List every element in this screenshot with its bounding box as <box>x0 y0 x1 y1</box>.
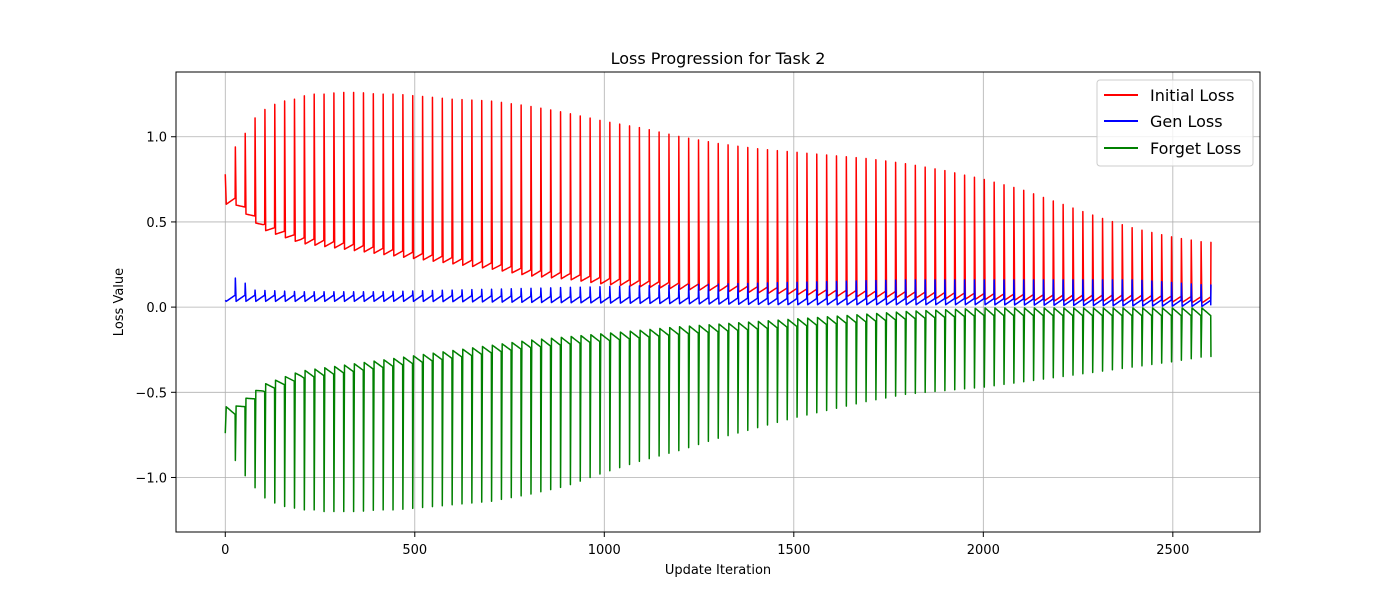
x-tick-label: 2000 <box>967 543 1000 558</box>
legend-label-forget-loss: Forget Loss <box>1150 139 1241 158</box>
x-tick-label: 0 <box>221 543 229 558</box>
y-axis-ticks: −1.0 −0.5 0.0 0.5 1.0 <box>135 131 176 486</box>
x-axis-title: Update Iteration <box>665 563 771 578</box>
y-tick-label: −0.5 <box>135 386 167 401</box>
x-tick-label: 500 <box>402 543 427 558</box>
series-line-gen-loss <box>224 277 1212 308</box>
plot-area <box>224 91 1212 513</box>
plot-frame <box>175 71 1261 533</box>
y-tick-label: 0.0 <box>146 301 167 316</box>
legend-label-gen-loss: Gen Loss <box>1150 112 1223 131</box>
y-tick-label: 1.0 <box>146 131 167 146</box>
chart-title: Loss Progression for Task 2 <box>611 49 826 68</box>
y-tick-label: −1.0 <box>135 471 167 486</box>
legend-label-initial-loss: Initial Loss <box>1150 86 1234 105</box>
x-axis-ticks: 0 500 1000 1500 2000 2500 <box>221 532 1189 558</box>
y-tick-label: 0.5 <box>146 216 167 231</box>
x-tick-label: 2500 <box>1156 543 1189 558</box>
series-line-initial-loss <box>224 91 1212 304</box>
y-axis-title: Loss Value <box>112 268 127 336</box>
x-tick-label: 1500 <box>777 543 810 558</box>
legend-box <box>1096 79 1254 167</box>
legend: Initial Loss Gen Loss Forget Loss <box>1096 79 1254 167</box>
x-tick-label: 1000 <box>588 543 621 558</box>
series-line-forget-loss <box>224 307 1212 513</box>
